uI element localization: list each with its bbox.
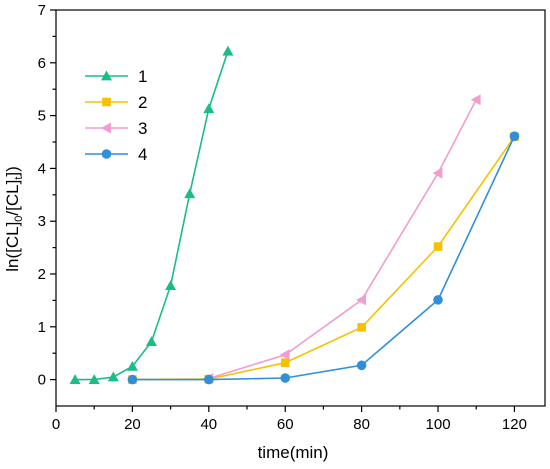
series-1	[69, 45, 234, 384]
legend-item: 2	[85, 93, 147, 112]
data-point	[203, 103, 215, 114]
y-tick-label: 4	[38, 160, 46, 177]
data-point	[127, 374, 138, 385]
x-tick-label: 0	[52, 416, 60, 433]
y-axis-title-mid: /[CL]	[3, 180, 22, 216]
legend-marker	[101, 70, 112, 81]
data-point	[357, 323, 366, 332]
legend-label: 4	[138, 145, 147, 164]
y-tick-label: 6	[38, 55, 46, 72]
y-tick-label: 2	[38, 266, 46, 283]
y-axis-title-subt: t	[13, 177, 25, 180]
data-point	[204, 374, 214, 385]
y-axis-title-sub0: 0	[13, 216, 25, 222]
x-tick-label: 120	[502, 416, 527, 433]
data-point	[509, 131, 520, 141]
y-axis-title: ln([CL]0/[CL]t])	[3, 166, 25, 272]
legend-marker	[101, 149, 112, 159]
data-point	[146, 336, 158, 346]
legend-marker	[101, 122, 111, 134]
data-point	[222, 45, 234, 56]
x-tick-label: 20	[124, 416, 141, 433]
data-point	[88, 374, 100, 384]
series-layer	[69, 45, 520, 385]
legend-item: 4	[85, 145, 147, 164]
plot-frame	[55, 9, 546, 407]
data-point	[470, 94, 481, 106]
legend-marker	[102, 97, 111, 107]
y-tick-label: 1	[38, 319, 46, 336]
y-tick-label: 7	[38, 2, 46, 19]
series-line	[75, 50, 229, 381]
data-point	[280, 373, 291, 383]
data-point	[279, 349, 290, 361]
series-3	[203, 94, 481, 385]
data-point	[433, 242, 443, 251]
y-tick-label: 5	[38, 108, 46, 125]
x-axis-title: time(min)	[258, 443, 329, 462]
series-4	[127, 131, 520, 385]
data-point	[184, 188, 196, 199]
data-point	[69, 374, 81, 384]
x-axis-ticks: 0 20 40 60 80 100 120	[52, 406, 527, 433]
y-tick-label: 3	[38, 213, 46, 230]
x-tick-label: 60	[277, 416, 294, 433]
data-point	[126, 360, 138, 371]
series-2	[128, 132, 519, 384]
data-point	[356, 360, 367, 371]
data-point	[107, 371, 119, 382]
x-tick-label: 100	[426, 416, 451, 433]
x-tick-label: 40	[200, 416, 217, 433]
legend-label: 2	[138, 93, 147, 112]
y-axis-title-prefix: ln([CL]	[3, 222, 22, 272]
data-point	[433, 295, 443, 305]
data-point	[432, 167, 443, 179]
series-line	[132, 135, 516, 381]
data-point	[356, 294, 367, 306]
legend: 1 2 3 4	[85, 67, 147, 164]
y-axis-title-suffix: ])	[3, 166, 22, 176]
y-axis-ticks: 0 1 2 3 4 5 6 7	[38, 2, 56, 389]
legend-item: 1	[85, 67, 147, 86]
legend-label: 1	[138, 67, 147, 86]
legend-item: 3	[85, 119, 147, 138]
y-tick-label: 0	[38, 372, 46, 389]
plot-area-border	[55, 9, 546, 407]
x-tick-label: 80	[353, 416, 370, 433]
legend-label: 3	[138, 119, 147, 138]
data-point	[165, 280, 177, 291]
data-point	[280, 358, 290, 368]
